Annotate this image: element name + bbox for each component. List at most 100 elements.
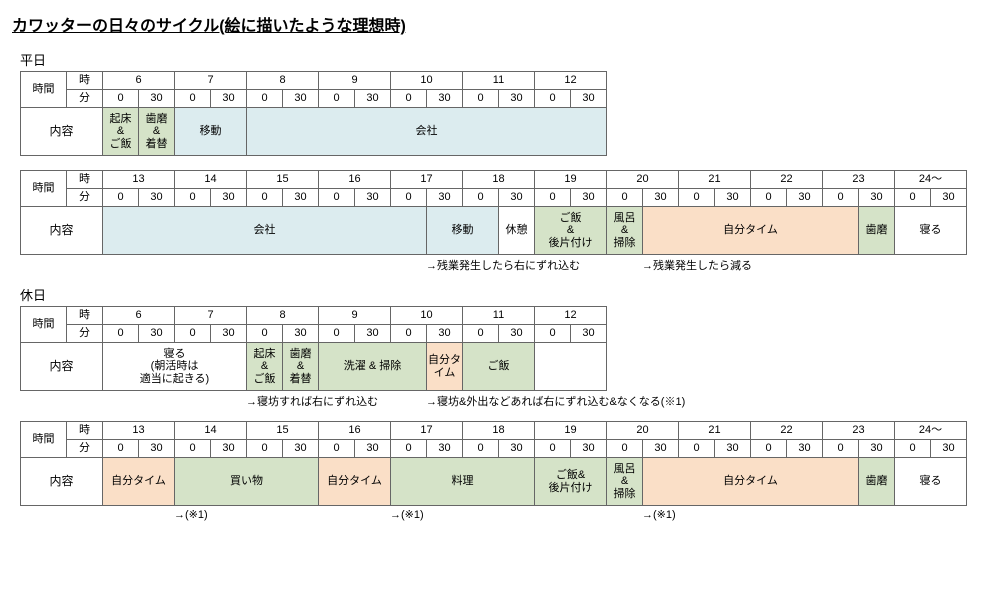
schedule-holiday-pm: 時間時131415161718192021222324～分03003003003… (20, 421, 967, 506)
minute-cell: 30 (139, 90, 175, 108)
minute-cell: 30 (715, 189, 751, 207)
minute-cell: 0 (679, 440, 715, 458)
schedule-weekday-am: 時間時6789101112分030030030030030030030内容起床&… (20, 71, 607, 156)
minute-cell: 0 (391, 189, 427, 207)
minute-cell: 30 (139, 325, 175, 343)
minute-cell: 30 (931, 440, 967, 458)
minute-cell: 0 (463, 189, 499, 207)
schedule-block: 買い物 (175, 458, 319, 506)
hour-cell: 17 (391, 171, 463, 189)
minute-cell: 0 (391, 440, 427, 458)
section-label-weekday: 平日 (20, 50, 992, 69)
row-label-min: 分 (67, 189, 103, 207)
minute-cell: 0 (319, 440, 355, 458)
hour-cell: 12 (535, 72, 607, 90)
schedule-block: ご飯 (463, 343, 535, 391)
minute-cell: 30 (139, 189, 175, 207)
notes-row: →(※1)→(※1)→(※1) (20, 508, 992, 524)
minute-cell: 30 (499, 325, 535, 343)
schedule-block: 休憩 (499, 207, 535, 255)
minute-cell: 30 (787, 189, 823, 207)
hour-cell: 23 (823, 422, 895, 440)
minute-cell: 0 (679, 189, 715, 207)
hour-cell: 18 (463, 171, 535, 189)
minute-cell: 30 (355, 325, 391, 343)
minute-cell: 0 (247, 90, 283, 108)
hour-cell: 24～ (895, 422, 967, 440)
row-label-content: 内容 (21, 458, 103, 506)
minute-cell: 30 (859, 189, 895, 207)
hour-cell: 14 (175, 171, 247, 189)
schedule-block (535, 343, 607, 391)
hour-cell: 9 (319, 72, 391, 90)
minute-cell: 30 (283, 90, 319, 108)
minute-cell: 0 (607, 189, 643, 207)
minute-cell: 0 (175, 189, 211, 207)
hour-cell: 15 (247, 422, 319, 440)
schedule-block: 自分タイム (319, 458, 391, 506)
hour-cell: 16 (319, 171, 391, 189)
minute-cell: 0 (175, 440, 211, 458)
minute-cell: 0 (751, 189, 787, 207)
schedule-block: 洗濯 & 掃除 (319, 343, 427, 391)
minute-cell: 0 (607, 440, 643, 458)
minute-cell: 0 (175, 325, 211, 343)
minute-cell: 0 (535, 189, 571, 207)
schedule-block: ご飯&後片付け (535, 207, 607, 255)
hour-cell: 13 (103, 422, 175, 440)
minute-cell: 0 (823, 440, 859, 458)
minute-cell: 0 (247, 325, 283, 343)
row-label-min: 分 (67, 440, 103, 458)
minute-cell: 0 (247, 189, 283, 207)
hour-cell: 12 (535, 307, 607, 325)
section-label-holiday: 休日 (20, 285, 992, 304)
hour-cell: 21 (679, 422, 751, 440)
minute-cell: 0 (463, 325, 499, 343)
row-label-hour: 時 (67, 307, 103, 325)
schedule-block: 会社 (103, 207, 427, 255)
schedule-block: 会社 (247, 108, 607, 156)
schedule-block: 移動 (175, 108, 247, 156)
row-label-hour: 時 (67, 72, 103, 90)
minute-cell: 30 (427, 440, 463, 458)
hour-cell: 21 (679, 171, 751, 189)
note-text: →残業発生したら右にずれ込む (426, 257, 580, 273)
hour-cell: 9 (319, 307, 391, 325)
minute-cell: 30 (427, 325, 463, 343)
notes-row: →残業発生したら右にずれ込む →残業発生したら減る (20, 257, 992, 273)
minute-cell: 30 (715, 440, 751, 458)
minute-cell: 30 (283, 440, 319, 458)
minute-cell: 0 (247, 440, 283, 458)
minute-cell: 0 (175, 90, 211, 108)
hour-cell: 17 (391, 422, 463, 440)
minute-cell: 0 (103, 189, 139, 207)
schedule-block: 風呂&掃除 (607, 458, 643, 506)
minute-cell: 30 (643, 189, 679, 207)
minute-cell: 30 (571, 325, 607, 343)
row-label-hour: 時 (67, 171, 103, 189)
minute-cell: 30 (427, 189, 463, 207)
schedule-block: 歯磨&着替 (283, 343, 319, 391)
minute-cell: 0 (319, 90, 355, 108)
minute-cell: 30 (283, 189, 319, 207)
minute-cell: 30 (499, 440, 535, 458)
schedule-block: 料理 (391, 458, 535, 506)
note-text: →(※1) (174, 508, 208, 521)
schedule-block: ご飯&後片付け (535, 458, 607, 506)
hour-cell: 6 (103, 307, 175, 325)
row-label-min: 分 (67, 325, 103, 343)
minute-cell: 30 (211, 189, 247, 207)
minute-cell: 30 (211, 325, 247, 343)
minute-cell: 30 (211, 440, 247, 458)
minute-cell: 30 (499, 90, 535, 108)
hour-cell: 20 (607, 422, 679, 440)
minute-cell: 30 (139, 440, 175, 458)
note-text: →寝坊すれば右にずれ込む (246, 393, 378, 409)
hour-cell: 11 (463, 72, 535, 90)
row-label-content: 内容 (21, 108, 103, 156)
hour-cell: 13 (103, 171, 175, 189)
note-text: →残業発生したら減る (642, 257, 752, 273)
hour-cell: 22 (751, 171, 823, 189)
minute-cell: 30 (787, 440, 823, 458)
row-label-min: 分 (67, 90, 103, 108)
